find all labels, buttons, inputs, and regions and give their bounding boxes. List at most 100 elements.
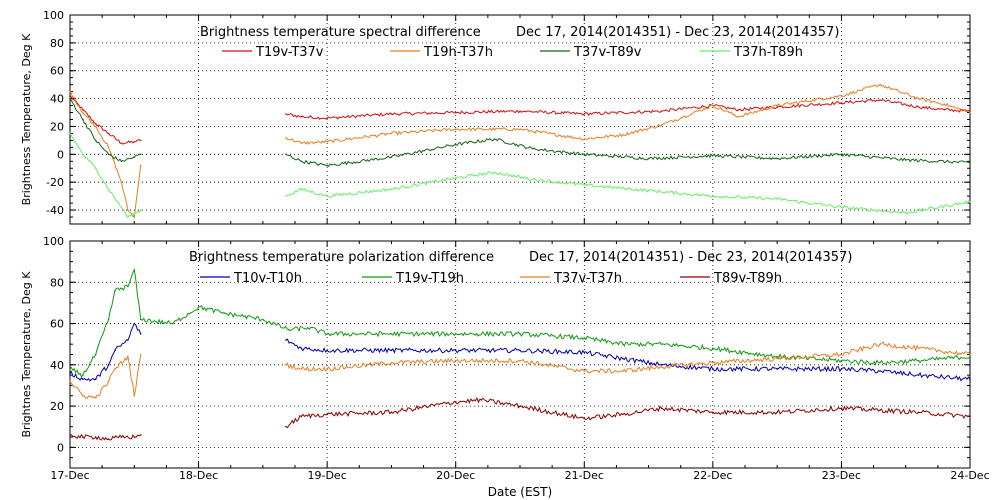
data-point [454,359,457,362]
data-point [622,370,624,372]
x-tick-label: 17-Dec [50,469,89,482]
data-point [390,411,393,414]
data-point [583,351,586,354]
data-point [493,138,496,140]
data-point [285,195,287,197]
legend-label: T19v-T37v [255,45,324,60]
data-point [622,357,624,360]
data-point [107,188,110,190]
data-point [519,349,521,352]
series-line-T37h-T89h [69,133,142,218]
data-point [94,353,97,356]
data-point [969,378,971,381]
data-point [969,415,971,418]
y-tick-label: 0 [57,441,64,454]
series-line-T19v-T37v [285,98,971,120]
data-point [712,368,714,370]
data-point [493,171,496,174]
data-point [326,349,328,352]
legend-label: T10v-T10h [233,271,302,286]
data-point [840,368,843,370]
series-line-T37v-T37h [69,354,142,399]
y-tick-label: 80 [50,276,64,289]
data-point [660,364,663,366]
data-point [300,142,303,144]
data-point [285,364,287,366]
data-point [454,111,457,114]
y-tick-label: 0 [57,148,64,161]
data-point [519,128,521,131]
data-point [139,164,142,167]
y-tick-label: 60 [50,65,64,78]
data-point [326,333,328,335]
y-tick-label: 40 [50,93,64,106]
data-point [660,407,663,409]
data-point [712,347,714,350]
data-point [917,347,920,350]
data-point [82,108,84,111]
chart-title: Brightness temperature polarization diff… [189,250,494,265]
data-point [133,216,136,218]
data-point [300,415,303,418]
data-point [454,177,457,179]
data-point [326,117,328,119]
data-point [107,380,110,383]
chart-title: Brightness temperature spectral differen… [200,25,481,40]
legend-label: T37h-T89h [733,45,803,60]
data-point [139,153,142,156]
data-point [712,195,714,197]
data-point [127,209,129,211]
x-tick-label: 19-Dec [308,469,347,482]
y-tick-label: 20 [50,400,64,413]
data-point [660,110,663,112]
data-point [107,146,110,149]
data-point [120,206,123,209]
data-point [879,99,881,101]
data-point [904,159,907,161]
data-point [133,140,136,143]
data-point [287,328,290,331]
x-tick-label: 18-Dec [179,469,218,482]
data-point [917,106,920,108]
data-point [300,115,303,118]
data-point [390,349,393,352]
data-point [94,378,97,381]
data-point [737,115,740,118]
data-point [840,206,843,209]
series-line-T89v-T89h [69,433,141,441]
data-point [519,333,521,335]
data-point [583,370,586,372]
data-point [82,436,84,438]
data-point [943,103,946,105]
legend-label: T19h-T37h [423,45,493,60]
data-point [127,216,129,218]
y-tick-label: 100 [43,9,64,22]
data-point [583,337,586,339]
data-point [969,353,971,356]
data-point [69,368,71,370]
data-point [82,374,84,376]
data-point [390,132,393,135]
data-point [223,312,226,315]
data-point [776,355,778,358]
data-point [969,161,971,164]
data-point [390,361,393,364]
data-point [390,156,393,158]
data-point [139,333,142,335]
chart-date-range: Dec 17, 2014(2014351) - Dec 23, 2014(201… [529,250,852,265]
data-point [712,411,714,414]
series-line-T37h-T89h [285,171,971,215]
data-point [82,118,84,121]
data-point [840,101,843,104]
data-point [879,83,881,86]
y-axis-label: Brightness Temperature, Deg K [20,33,33,205]
data-point [127,339,129,341]
data-point [622,343,624,345]
series-line-T37v-T37h [285,341,971,374]
x-tick-label: 24-Dec [950,469,989,482]
data-point [712,361,714,364]
x-tick-label: 21-Dec [565,469,604,482]
x-tick-label: 22-Dec [693,469,732,482]
y-tick-label: 20 [50,120,64,133]
data-point [285,113,287,115]
